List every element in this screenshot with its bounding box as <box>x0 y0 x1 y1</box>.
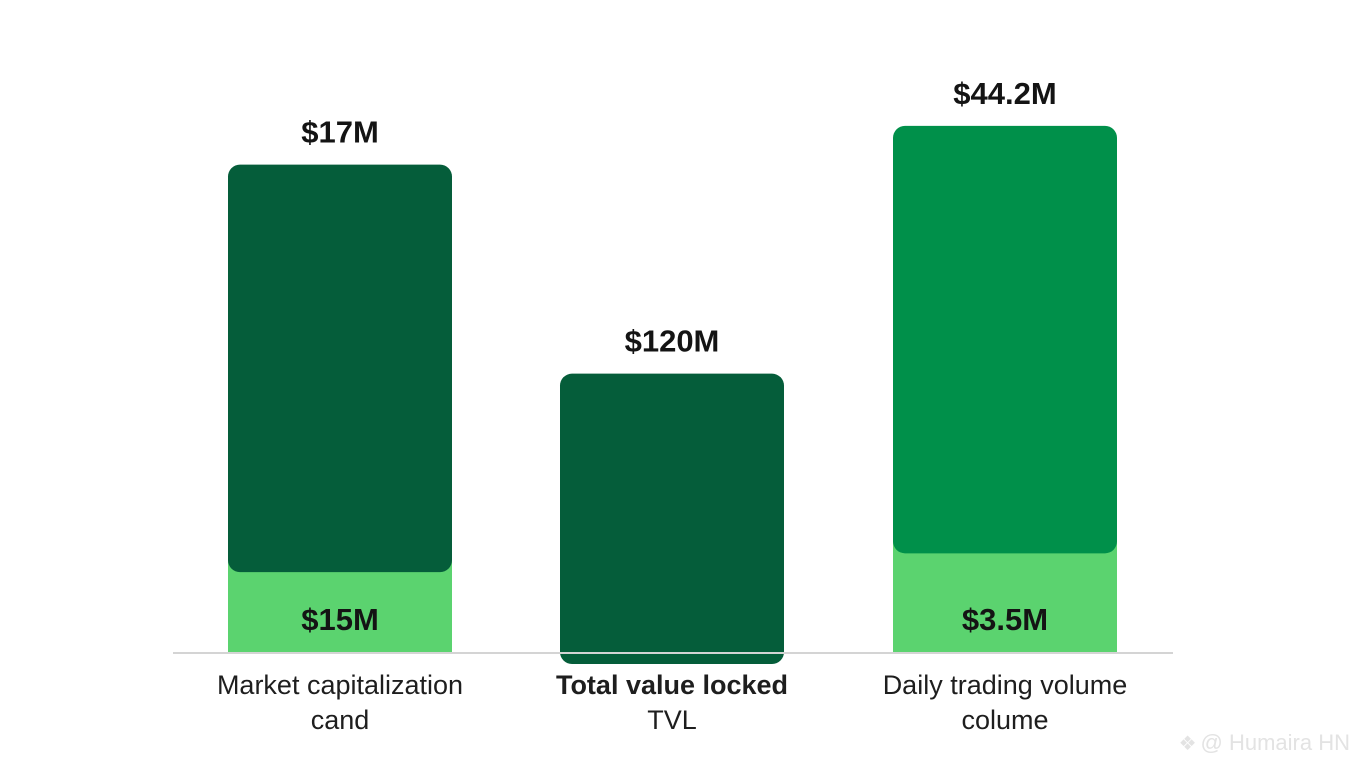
category-label-line2: TVL <box>647 705 697 735</box>
bar-main-segment <box>560 373 784 664</box>
bar-top-value-label: $17M <box>301 115 379 150</box>
bar-top-value-label: $120M <box>625 324 720 359</box>
diamond-logo-icon: ❖ <box>1178 732 1197 755</box>
category-label-line1: Market capitalization <box>217 670 463 700</box>
bar-main-segment <box>893 125 1117 554</box>
category-label-line1: Total value locked <box>556 670 788 700</box>
category-label-line1: Daily trading volume <box>883 670 1128 700</box>
bar-main-segment <box>228 164 452 573</box>
bar-main-bottom-fill <box>560 640 784 652</box>
watermark: ❖ @ Humaira HN <box>1179 730 1350 756</box>
category-label-line2: cand <box>311 705 370 735</box>
bar-base-segment <box>228 560 452 652</box>
bar-base-value-label: $15M <box>301 602 379 637</box>
bar-top-value-label: $44.2M <box>953 76 1056 111</box>
category-label-line2: colume <box>961 705 1048 735</box>
bar-base-value-label: $3.5M <box>962 602 1048 637</box>
watermark-text: @ Humaira HN <box>1200 730 1350 755</box>
bar-base-segment <box>893 541 1117 652</box>
